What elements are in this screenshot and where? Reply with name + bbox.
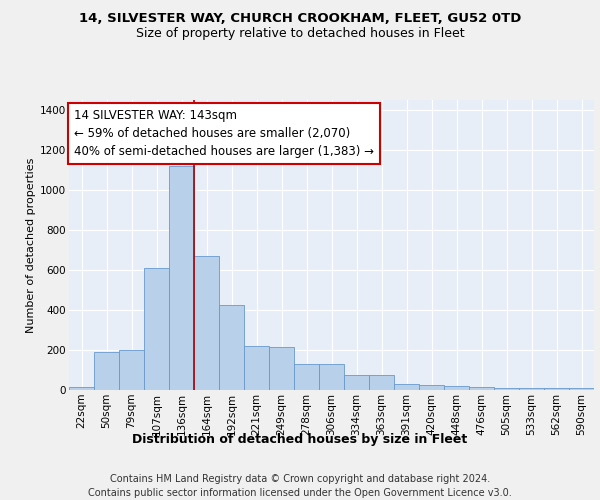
Bar	[469, 387, 494, 390]
Bar	[394, 384, 419, 390]
Bar	[169, 166, 194, 390]
Bar	[144, 268, 169, 390]
Bar	[119, 350, 144, 390]
Text: Size of property relative to detached houses in Fleet: Size of property relative to detached ho…	[136, 28, 464, 40]
Bar	[344, 375, 369, 390]
Text: Distribution of detached houses by size in Fleet: Distribution of detached houses by size …	[133, 432, 467, 446]
Bar	[269, 347, 294, 390]
Text: 14 SILVESTER WAY: 143sqm
← 59% of detached houses are smaller (2,070)
40% of sem: 14 SILVESTER WAY: 143sqm ← 59% of detach…	[74, 108, 374, 158]
Bar	[244, 346, 269, 390]
Bar	[294, 364, 319, 390]
Bar	[569, 388, 594, 390]
Bar	[219, 305, 244, 390]
Y-axis label: Number of detached properties: Number of detached properties	[26, 158, 36, 332]
Bar	[444, 386, 469, 390]
Text: 14, SILVESTER WAY, CHURCH CROOKHAM, FLEET, GU52 0TD: 14, SILVESTER WAY, CHURCH CROOKHAM, FLEE…	[79, 12, 521, 26]
Bar	[319, 364, 344, 390]
Bar	[69, 387, 94, 390]
Bar	[419, 385, 444, 390]
Bar	[544, 388, 569, 390]
Bar	[94, 352, 119, 390]
Bar	[194, 256, 219, 390]
Text: Contains HM Land Registry data © Crown copyright and database right 2024.
Contai: Contains HM Land Registry data © Crown c…	[88, 474, 512, 498]
Bar	[519, 388, 544, 390]
Bar	[369, 375, 394, 390]
Bar	[494, 388, 519, 390]
